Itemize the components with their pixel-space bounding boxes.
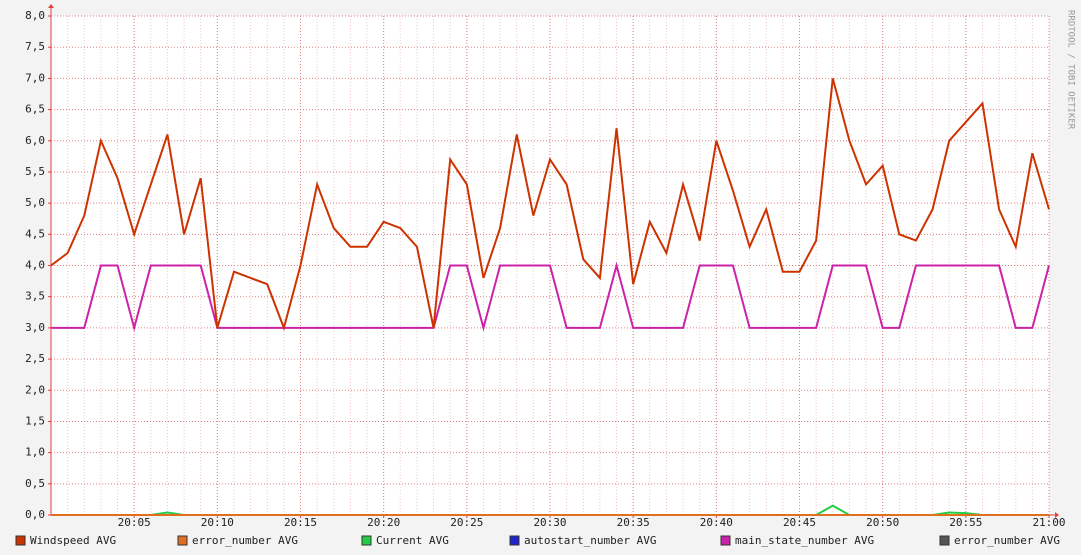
x-tick-label: 20:10 [201,516,234,529]
y-tick-label: 6,5 [25,103,45,116]
y-tick-label: 2,0 [25,383,45,396]
watermark: RRDTOOL / TOBI OETIKER [1066,10,1076,130]
x-tick-label: 21:00 [1032,516,1065,529]
x-tick-label: 20:40 [700,516,733,529]
legend-label: main_state_number AVG [735,534,874,547]
y-tick-label: 3,5 [25,290,45,303]
legend-swatch [177,535,188,546]
y-tick-label: 2,5 [25,352,45,365]
x-tick-label: 20:20 [367,516,400,529]
x-tick-label: 20:55 [949,516,982,529]
axis-arrow [1055,512,1059,518]
legend-label: Current AVG [376,534,449,547]
axis-arrow [48,4,54,8]
y-tick-label: 3,0 [25,321,45,334]
x-tick-label: 20:50 [866,516,899,529]
x-tick-label: 20:45 [783,516,816,529]
x-tick-label: 20:15 [284,516,317,529]
y-tick-label: 7,0 [25,71,45,84]
legend-label: error_number AVG [192,534,298,547]
legend-swatch [939,535,950,546]
y-tick-label: 0,5 [25,477,45,490]
legend-swatch [509,535,520,546]
legend-label: Windspeed AVG [30,534,116,547]
x-tick-label: 20:35 [617,516,650,529]
legend-swatch [15,535,26,546]
y-tick-label: 6,0 [25,134,45,147]
x-tick-label: 20:30 [533,516,566,529]
y-tick-label: 7,5 [25,40,45,53]
x-tick-label: 20:05 [118,516,151,529]
y-tick-label: 1,0 [25,446,45,459]
y-tick-label: 1,5 [25,414,45,427]
y-tick-label: 0,0 [25,508,45,521]
legend-swatch [361,535,372,546]
legend-label: error_number AVG [954,534,1060,547]
y-tick-label: 4,5 [25,227,45,240]
y-tick-label: 8,0 [25,9,45,22]
y-tick-label: 5,0 [25,196,45,209]
series-line [50,78,1050,332]
x-tick-label: 20:25 [450,516,483,529]
legend-swatch [720,535,731,546]
legend-label: autostart_number AVG [524,534,656,547]
y-tick-label: 5,5 [25,165,45,178]
y-tick-label: 4,0 [25,259,45,272]
